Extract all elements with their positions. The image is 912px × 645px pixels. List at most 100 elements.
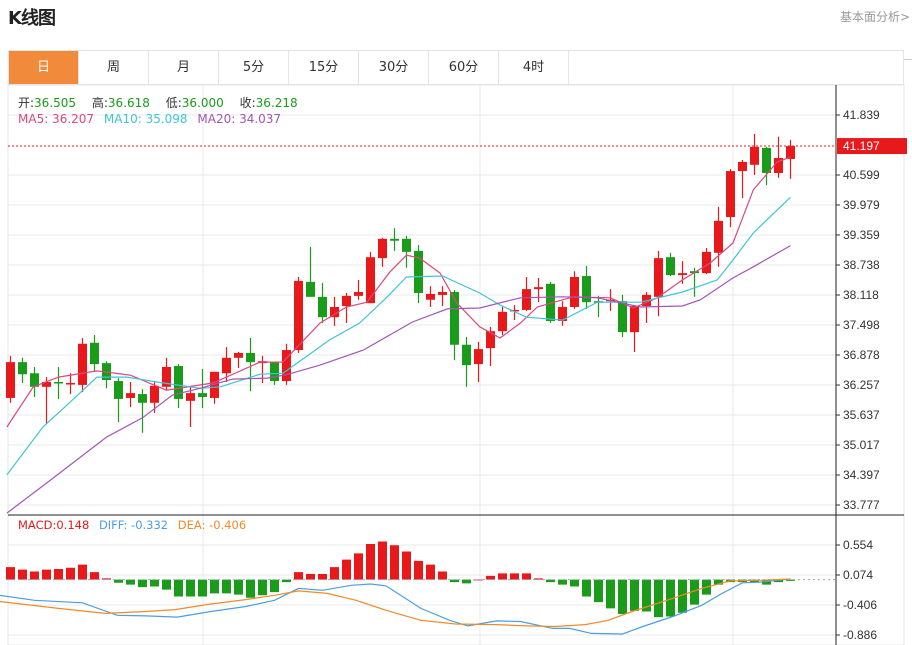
y-tick-label: 35.017 [843,438,880,452]
diff-line [0,578,791,635]
candle-body [282,350,291,382]
candle-body [354,292,363,296]
candle-body [366,257,375,304]
candle-body [630,306,639,333]
macd-bar [534,578,543,580]
macd-info: MACD:0.148 DIFF: -0.332 DEA: -0.406 [18,518,252,532]
ma20-line [6,245,791,514]
macd-bar [174,579,183,597]
open-label: 开: [18,96,35,110]
tab-30min[interactable]: 30分 [359,51,429,84]
candle-body [186,393,195,401]
macd-bar [258,579,267,596]
macd-bar [618,579,627,614]
macd-bar [642,579,651,612]
candle-body [234,352,243,358]
macd-bar [510,573,519,580]
macd-bar [462,579,471,584]
candle-body [510,309,519,312]
tab-60min[interactable]: 60分 [429,51,499,84]
candle-body [162,366,171,387]
macd-bar [270,579,279,593]
candle-body [222,357,231,374]
macd-bar [210,579,219,594]
y-tick-label: 39.979 [843,198,880,212]
macd-bar [234,579,243,595]
macd-bar [102,578,111,580]
macd-bar [402,551,411,580]
tab-4hour[interactable]: 4时 [499,51,569,84]
y-tick-label: 39.359 [843,228,880,242]
macd-bar [438,571,447,580]
macd-bar [522,573,531,580]
macd-bar [414,560,423,580]
macd-bar [66,567,75,580]
macd-y-tick-label: -0.886 [843,628,877,642]
candle-body [210,371,219,398]
tab-5min[interactable]: 5分 [219,51,289,84]
candle-body [402,238,411,252]
candle-body [78,343,87,385]
macd-bar [78,564,87,580]
macd-bar [558,579,567,585]
close-value: 36.218 [255,96,298,110]
ma-info: MA5: 36.207 MA10: 35.098 MA20: 34.037 [18,112,287,126]
candle-body [90,342,99,365]
candle-body [534,287,543,290]
candle-body [42,381,51,387]
macd-bar [90,572,99,580]
candle-body [558,307,567,322]
tab-day[interactable]: 日 [9,51,79,84]
macd-bar [594,579,603,603]
macd-bar [774,579,783,583]
low-label: 低: [165,96,182,110]
dea-value: DEA: -0.406 [177,518,247,532]
candle-body [198,393,207,397]
candle-body [654,258,663,297]
candle-body [114,381,123,399]
macd-bar [198,579,207,597]
macd-bar [582,579,591,597]
y-tick-label: 41.839 [843,108,880,122]
macd-bar [426,564,435,580]
diff-value: DIFF: -0.332 [98,518,169,532]
candle-body [438,292,447,295]
candle-body [426,293,435,300]
candle-body [774,158,783,174]
candle-body [138,394,147,403]
candle-body [30,373,39,387]
tab-15min[interactable]: 15分 [289,51,359,84]
candle-body [414,250,423,293]
macd-bar [390,545,399,580]
fundamental-analysis-link[interactable]: 基本面分析> [839,10,910,24]
macd-bar [366,544,375,580]
macd-bar [114,579,123,583]
macd-bar [18,569,27,580]
high-value: 36.618 [107,96,150,110]
macd-bar [786,579,795,581]
macd-bar [318,574,327,580]
candle-body [474,349,483,365]
tab-month[interactable]: 月 [149,51,219,84]
macd-bar [186,579,195,597]
candle-body [546,283,555,322]
macd-bar [330,567,339,580]
macd-bar [282,579,291,583]
candle-body [378,238,387,259]
candle-body [66,382,75,385]
dea-line [0,578,791,628]
macd-bar [222,579,231,594]
candle-body [714,220,723,253]
macd-bar [486,575,495,580]
tab-week[interactable]: 周 [79,51,149,84]
ma10-line [6,196,791,476]
macd-bar [138,579,147,588]
period-tabs: 日 周 月 5分 15分 30分 60分 4时 [8,50,904,85]
candle-body [126,393,135,398]
candle-body [6,362,15,398]
candle-body [726,171,735,218]
candle-body [462,344,471,366]
candle-body [390,238,399,241]
macd-bar [126,579,135,585]
